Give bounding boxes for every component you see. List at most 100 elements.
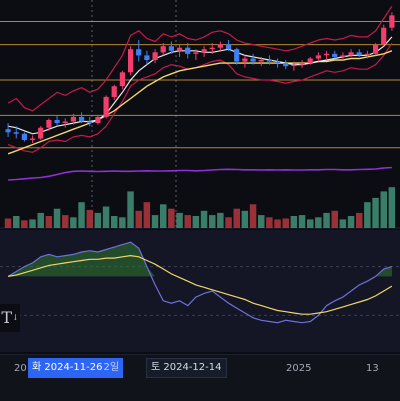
volume-bar <box>127 191 134 228</box>
candle-body <box>234 49 240 62</box>
volume-bar <box>266 217 273 229</box>
volume-bar <box>209 215 216 228</box>
time-axis[interactable]: 20 화 2024-11-262일 토 2024-12-14 2025 13 <box>0 354 400 401</box>
candle-body <box>177 47 183 51</box>
volume-bar <box>217 212 224 228</box>
candle-body <box>152 52 158 60</box>
volume-bar <box>290 216 298 228</box>
time-tick: 20 <box>14 363 27 374</box>
volume-bar <box>94 212 102 228</box>
candle-body <box>119 72 125 87</box>
crosshair-date-text: 화 2024-11-26 <box>32 362 103 373</box>
candle-body <box>21 133 27 140</box>
volume-bar <box>70 217 77 229</box>
candle-body <box>54 120 60 124</box>
time-tick: 2025 <box>286 363 312 374</box>
candle-body <box>364 53 370 56</box>
volume-bar <box>13 216 20 228</box>
volume-bar <box>37 212 44 228</box>
candle-body <box>258 60 264 62</box>
band-upper-line <box>7 5 393 112</box>
volume-bar <box>274 219 281 228</box>
candle-body <box>136 49 142 56</box>
candle-body <box>128 49 134 73</box>
candle-body <box>46 120 52 128</box>
volume-bar <box>45 216 53 228</box>
candle-body <box>160 46 166 53</box>
volume-bar <box>192 216 200 228</box>
text-tool-button[interactable]: T↓ <box>0 304 20 332</box>
candle-body <box>168 46 174 51</box>
volume-bar <box>176 212 183 228</box>
volume-bar <box>225 217 232 229</box>
volume-bar <box>29 219 36 228</box>
candle-body <box>30 138 36 140</box>
candle-body <box>13 132 19 134</box>
volume-bar <box>135 210 142 228</box>
oscillator-signal-line <box>8 254 393 315</box>
volume-bar <box>298 215 306 228</box>
volume-bar <box>339 219 347 228</box>
candle-body <box>275 61 281 63</box>
candle-body <box>348 52 354 56</box>
candle-body <box>356 52 362 56</box>
crosshair-date-label: 화 2024-11-262일 <box>28 358 124 378</box>
candle-body <box>250 58 256 62</box>
volume-bar <box>160 204 167 228</box>
candle-body <box>381 27 387 45</box>
candle-body <box>307 58 313 64</box>
volume-bar <box>21 220 28 228</box>
candle-body <box>209 47 215 50</box>
candle-body <box>242 58 248 62</box>
candle-body <box>201 49 207 53</box>
candle-body <box>324 53 330 56</box>
candle-body <box>87 121 93 123</box>
candle-body <box>193 52 199 54</box>
volume-bar <box>372 197 379 228</box>
volume-bar <box>388 187 396 228</box>
candle-body <box>340 55 346 57</box>
candle-body <box>226 44 232 50</box>
volume-bar <box>258 215 265 228</box>
candle-body <box>389 15 395 28</box>
volume-bar <box>380 191 387 228</box>
volume-bar <box>119 217 126 229</box>
volume-bar <box>364 202 371 228</box>
candle-body <box>266 60 272 62</box>
text-tool-sub: ↓ <box>11 313 19 322</box>
volume-bar <box>111 216 118 228</box>
candle-body <box>185 47 191 54</box>
candle-body <box>332 53 338 57</box>
volume-bar <box>249 204 257 228</box>
volume-bar <box>323 212 330 228</box>
moving-average-long-line <box>7 50 393 155</box>
volume-bar <box>307 219 314 228</box>
volume-bar <box>53 208 61 228</box>
candle-body <box>5 129 11 133</box>
candle-body <box>217 44 223 48</box>
indicator-line <box>8 166 392 181</box>
volume-bar <box>347 216 355 228</box>
time-tick: 13 <box>366 363 379 374</box>
candle-body <box>144 55 150 60</box>
candle-body <box>103 96 109 117</box>
candle-body <box>291 64 297 67</box>
volume-bar <box>233 208 240 228</box>
candle-body <box>315 55 321 59</box>
volume-bar <box>102 206 110 228</box>
volume-bar <box>168 208 175 228</box>
moving-average-short-line <box>7 36 393 135</box>
candle-body <box>299 63 305 65</box>
volume-bar <box>184 215 191 228</box>
candle-body <box>283 63 289 67</box>
crosshair-date-suffix: 2일 <box>103 362 120 373</box>
volume-bar <box>315 217 322 229</box>
band-lower-line <box>7 42 393 153</box>
volume-bar <box>356 212 363 228</box>
text-tool-glyph: T <box>1 308 12 327</box>
candle-body <box>70 116 76 122</box>
volume-bar <box>4 218 12 228</box>
volume-bar <box>200 210 208 228</box>
volume-bar <box>143 202 151 228</box>
